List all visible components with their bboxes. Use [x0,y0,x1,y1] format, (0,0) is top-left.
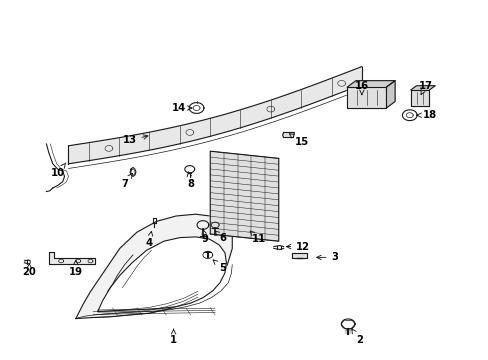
Text: 10: 10 [51,163,66,178]
Text: 7: 7 [121,174,132,189]
Text: 15: 15 [289,134,308,147]
Text: 14: 14 [171,103,191,113]
Polygon shape [49,252,95,264]
Text: 9: 9 [202,229,208,244]
Polygon shape [98,237,226,311]
Text: 8: 8 [187,172,194,189]
Polygon shape [210,151,278,241]
Text: 6: 6 [215,231,225,243]
Text: 16: 16 [354,81,368,95]
Polygon shape [76,214,232,319]
Text: 20: 20 [22,264,36,277]
Polygon shape [410,86,434,90]
Text: 18: 18 [416,110,436,120]
Text: 4: 4 [145,231,152,248]
Text: 5: 5 [213,260,225,273]
Polygon shape [282,132,294,138]
Text: 3: 3 [316,252,338,262]
Polygon shape [68,67,361,164]
Polygon shape [346,81,394,87]
Polygon shape [386,81,394,108]
Polygon shape [346,87,386,108]
Text: 13: 13 [122,135,147,145]
Text: 12: 12 [286,242,309,252]
Text: 19: 19 [69,260,82,277]
Text: 11: 11 [250,231,266,244]
Text: 2: 2 [351,329,362,345]
Text: 1: 1 [170,329,177,345]
Polygon shape [292,253,306,258]
Polygon shape [410,90,428,106]
Text: 17: 17 [418,81,431,95]
